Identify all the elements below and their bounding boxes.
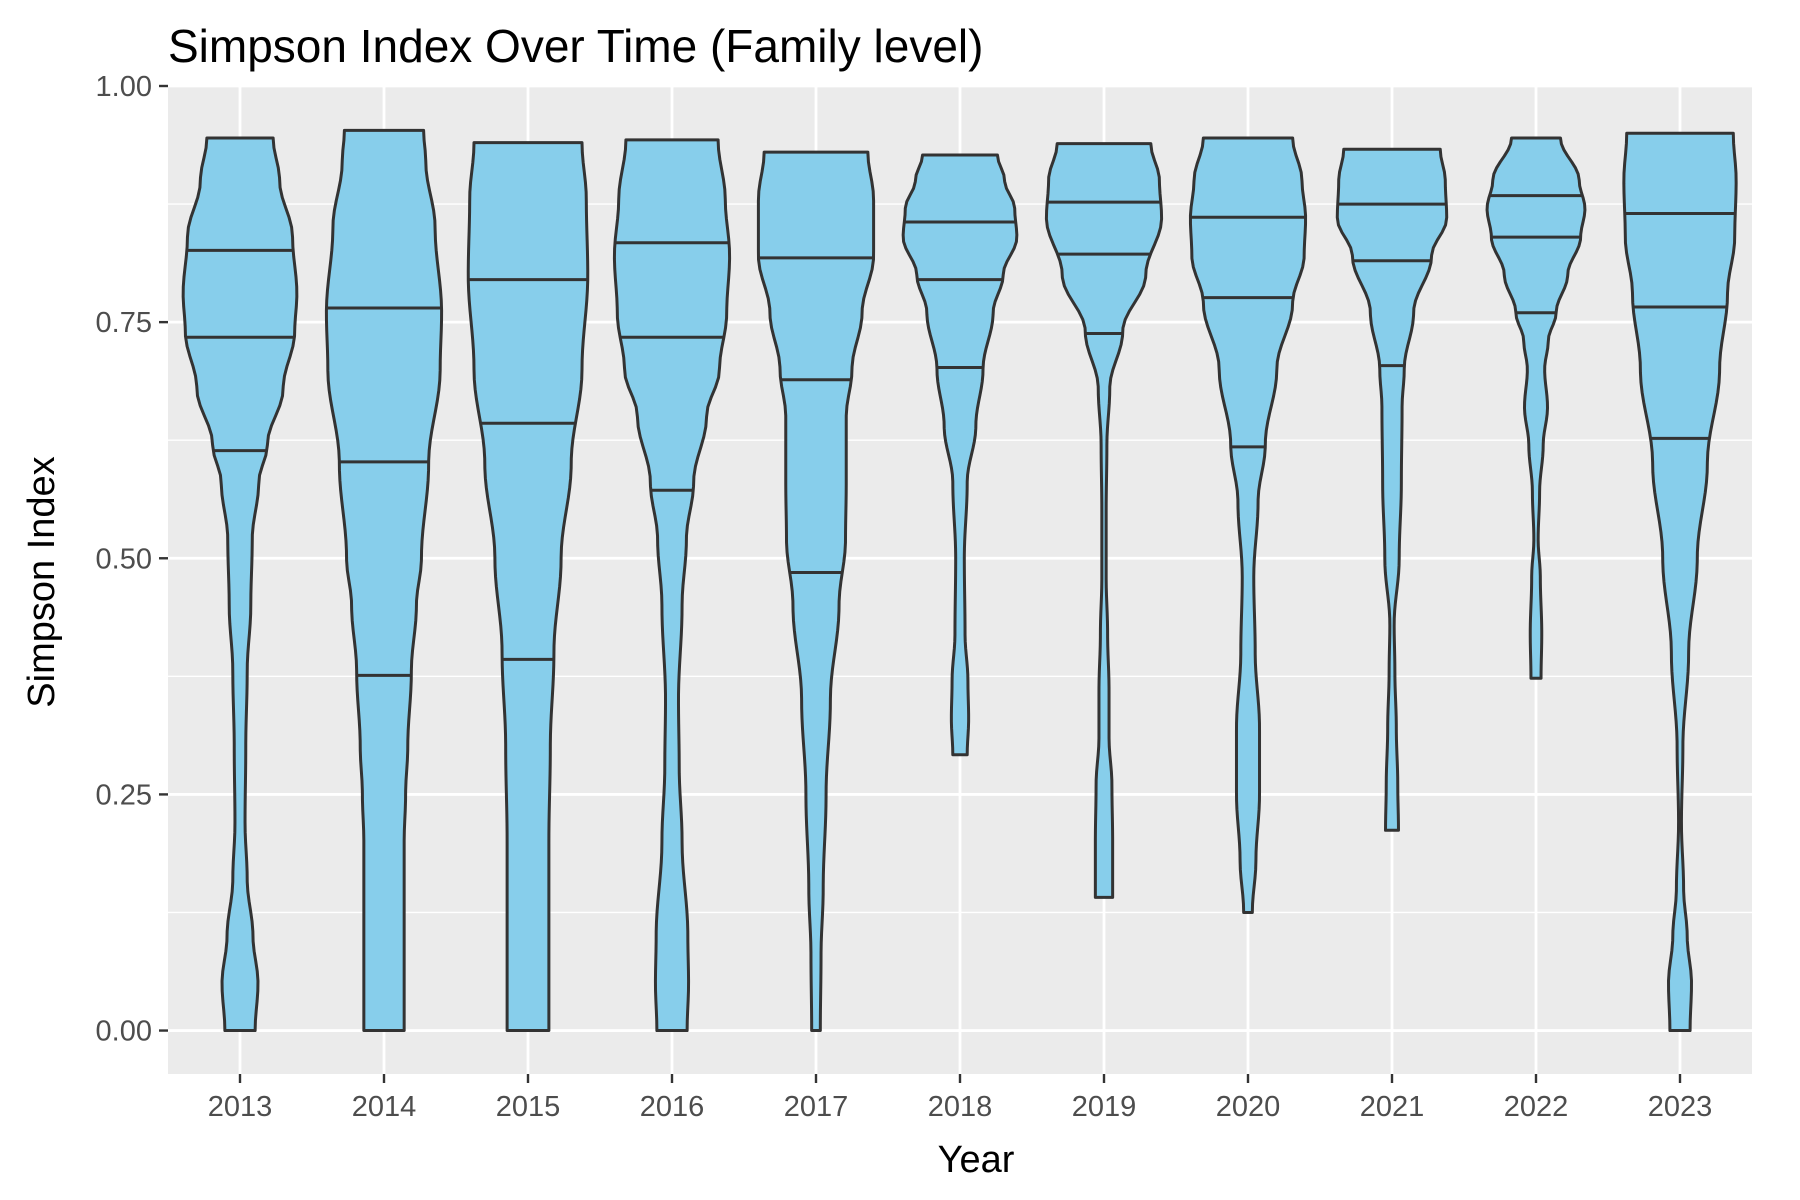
violin-body <box>1188 136 1308 914</box>
violin-2020 <box>1188 136 1308 914</box>
x-axis: 2013 2014 2015 2016 2017 2018 2019 2020 2021 2022… <box>208 1074 1713 1123</box>
violin-body <box>1044 142 1164 899</box>
violin-2018 <box>901 153 1019 757</box>
violin-body <box>1485 136 1587 680</box>
y-axis: 0.00 0.25 0.50 0.75 1.00 <box>96 71 168 1048</box>
x-tick-label: 2023 <box>1648 1091 1713 1123</box>
x-tick-label: 2018 <box>928 1091 993 1123</box>
violin-body <box>612 138 732 1033</box>
violin-2016 <box>612 138 732 1033</box>
x-tick-label: 2015 <box>496 1091 561 1123</box>
y-tick-label: 1.00 <box>96 71 152 103</box>
violin-2022 <box>1485 136 1587 680</box>
violin-2015 <box>466 141 590 1033</box>
violin-body <box>1622 131 1738 1033</box>
y-tick-label: 0.25 <box>96 779 152 811</box>
x-tick-label: 2022 <box>1504 1091 1569 1123</box>
violin-body <box>901 153 1019 757</box>
violin-2017 <box>756 150 876 1033</box>
y-tick-label: 0.00 <box>96 1016 152 1048</box>
violin-2014 <box>324 128 444 1033</box>
x-tick-label: 2016 <box>640 1091 705 1123</box>
x-tick-label: 2017 <box>784 1091 849 1123</box>
x-tick-label: 2020 <box>1216 1091 1281 1123</box>
x-tick-label: 2019 <box>1072 1091 1137 1123</box>
y-axis-title: Simpson Index <box>21 456 63 707</box>
chart-title: Simpson Index Over Time (Family level) <box>168 20 983 72</box>
x-tick-label: 2014 <box>352 1091 417 1123</box>
violin-body <box>756 150 876 1033</box>
x-tick-label: 2021 <box>1360 1091 1425 1123</box>
violin-body <box>466 141 590 1033</box>
x-tick-label: 2013 <box>208 1091 273 1123</box>
violin-2019 <box>1044 142 1164 899</box>
y-tick-label: 0.50 <box>96 543 152 575</box>
violins <box>181 128 1738 1033</box>
violin-2021 <box>1335 147 1449 832</box>
violin-body <box>1335 147 1449 832</box>
violin-body <box>181 136 299 1033</box>
violin-2013 <box>181 136 299 1033</box>
violin-body <box>324 128 444 1033</box>
y-tick-label: 0.75 <box>96 307 152 339</box>
violin-2023 <box>1622 131 1738 1033</box>
x-axis-title: Year <box>938 1139 1015 1181</box>
